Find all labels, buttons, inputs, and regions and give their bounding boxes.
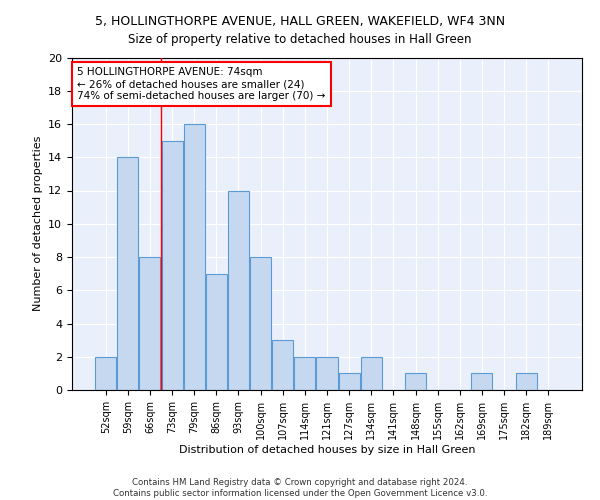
Bar — [161, 140, 182, 390]
Bar — [118, 157, 139, 390]
Bar — [95, 357, 116, 390]
Text: 5 HOLLINGTHORPE AVENUE: 74sqm
← 26% of detached houses are smaller (24)
74% of s: 5 HOLLINGTHORPE AVENUE: 74sqm ← 26% of d… — [77, 68, 325, 100]
Text: Size of property relative to detached houses in Hall Green: Size of property relative to detached ho… — [128, 32, 472, 46]
Y-axis label: Number of detached properties: Number of detached properties — [32, 136, 43, 312]
Bar — [184, 124, 205, 390]
Bar — [316, 357, 338, 390]
Text: Contains HM Land Registry data © Crown copyright and database right 2024.
Contai: Contains HM Land Registry data © Crown c… — [113, 478, 487, 498]
Bar — [295, 357, 316, 390]
Bar — [361, 357, 382, 390]
Bar — [338, 374, 359, 390]
Bar — [139, 257, 160, 390]
X-axis label: Distribution of detached houses by size in Hall Green: Distribution of detached houses by size … — [179, 444, 475, 454]
Bar — [515, 374, 536, 390]
Bar — [472, 374, 493, 390]
Bar — [228, 190, 249, 390]
Bar — [405, 374, 426, 390]
Bar — [250, 257, 271, 390]
Text: 5, HOLLINGTHORPE AVENUE, HALL GREEN, WAKEFIELD, WF4 3NN: 5, HOLLINGTHORPE AVENUE, HALL GREEN, WAK… — [95, 15, 505, 28]
Bar — [206, 274, 227, 390]
Bar — [272, 340, 293, 390]
